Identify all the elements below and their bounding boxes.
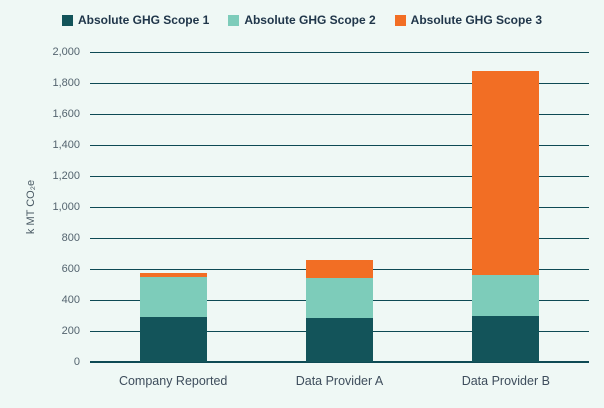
gridline — [90, 83, 589, 84]
y-tick-label: 1,400 — [52, 139, 80, 151]
y-tick-label: 1,800 — [52, 77, 80, 89]
bar-segment-scope-1 — [472, 316, 540, 362]
y-tick-label: 400 — [61, 294, 80, 306]
legend-label-scope-2: Absolute GHG Scope 2 — [244, 13, 376, 27]
x-category-label: Data Provider A — [295, 374, 384, 388]
y-tick-label: 1,600 — [52, 108, 80, 120]
y-tick-label: 1,000 — [52, 201, 80, 213]
scope-2-swatch-icon — [228, 14, 240, 26]
x-category-label: Data Provider B — [461, 374, 550, 388]
gridline — [90, 145, 589, 146]
bar-segment-scope-1 — [306, 317, 373, 362]
gridline — [90, 238, 589, 239]
legend-item-scope-1: Absolute GHG Scope 1 — [61, 13, 210, 27]
y-tick-label: 0 — [73, 356, 80, 368]
x-category-label: Company Reported — [118, 374, 228, 388]
gridline — [90, 52, 589, 53]
y-tick-label: 800 — [61, 232, 80, 244]
bar-segment-scope-1 — [139, 317, 207, 362]
y-tick-label: 1,200 — [52, 170, 80, 182]
chart-legend: Absolute GHG Scope 1 Absolute GHG Scope … — [0, 13, 604, 27]
legend-label-scope-1: Absolute GHG Scope 1 — [77, 13, 210, 27]
scope-1-swatch-icon — [61, 14, 73, 26]
gridline — [90, 176, 589, 177]
legend-item-scope-2: Absolute GHG Scope 2 — [228, 13, 376, 27]
bar-segment-scope-2 — [139, 276, 207, 318]
gridline — [90, 207, 589, 208]
x-axis-line — [90, 361, 589, 363]
y-tick-label: 2,000 — [52, 46, 80, 58]
scope-3-swatch-icon — [394, 14, 406, 26]
y-tick-label: 600 — [61, 263, 80, 275]
legend-label-scope-3: Absolute GHG Scope 3 — [410, 13, 543, 27]
bar-segment-scope-2 — [472, 275, 540, 317]
legend-item-scope-3: Absolute GHG Scope 3 — [394, 13, 543, 27]
bar-segment-scope-3 — [139, 272, 207, 277]
gridline — [90, 114, 589, 115]
bar-segment-scope-3 — [306, 259, 373, 278]
bar-segment-scope-2 — [306, 277, 373, 318]
bar-segment-scope-3 — [472, 71, 540, 276]
y-tick-label: 200 — [61, 325, 80, 337]
